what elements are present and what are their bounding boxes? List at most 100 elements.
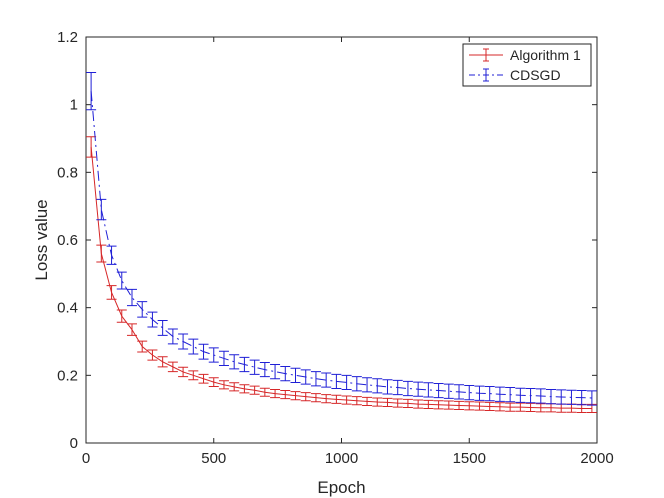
error-bar-algorithm-1 bbox=[86, 136, 97, 158]
legend-error-bar bbox=[483, 68, 489, 82]
error-bar-cdsgd bbox=[116, 271, 127, 290]
error-bar-algorithm-1 bbox=[137, 340, 148, 353]
error-bar-cdsgd bbox=[188, 338, 199, 355]
legend-error-bar bbox=[483, 48, 489, 62]
error-bar-cdsgd bbox=[372, 378, 383, 394]
error-bar-cdsgd bbox=[484, 385, 495, 402]
series-layer bbox=[86, 72, 597, 414]
error-bar-algorithm-1 bbox=[341, 395, 352, 405]
error-bar-cdsgd bbox=[535, 388, 546, 404]
error-bar-cdsgd bbox=[505, 387, 516, 403]
error-bar-cdsgd bbox=[147, 311, 158, 328]
error-bar-cdsgd bbox=[321, 372, 332, 388]
error-bar-cdsgd bbox=[515, 387, 526, 403]
series-line-algorithm-1 bbox=[90, 146, 592, 409]
error-bar-cdsgd bbox=[566, 389, 577, 405]
error-bar-cdsgd bbox=[270, 364, 281, 380]
error-bar-cdsgd bbox=[556, 389, 567, 405]
error-bar-algorithm-1 bbox=[484, 401, 495, 412]
error-bar-cdsgd bbox=[96, 198, 107, 221]
y-tick-label: 0.6 bbox=[57, 232, 78, 249]
error-bar-cdsgd bbox=[576, 390, 587, 406]
series-line-cdsgd bbox=[90, 91, 592, 399]
error-bar-cdsgd bbox=[86, 72, 97, 111]
legend-entry-cdsgd: CDSGD bbox=[469, 67, 561, 83]
legend: Algorithm 1 CDSGD bbox=[462, 43, 592, 87]
error-bar-algorithm-1 bbox=[188, 370, 199, 381]
error-bar-algorithm-1 bbox=[259, 387, 270, 397]
error-bar-algorithm-1 bbox=[157, 356, 168, 368]
error-bar-algorithm-1 bbox=[362, 396, 373, 406]
x-axis-label: Epoch bbox=[317, 478, 365, 497]
error-bar-cdsgd bbox=[454, 384, 465, 400]
x-tick-label: 1000 bbox=[325, 450, 358, 467]
error-bar-cdsgd bbox=[382, 379, 393, 395]
error-bar-algorithm-1 bbox=[290, 391, 301, 401]
legend-label-cdsgd: CDSGD bbox=[510, 67, 561, 83]
legend-label-algorithm-1: Algorithm 1 bbox=[510, 47, 581, 63]
error-bar-algorithm-1 bbox=[270, 389, 281, 399]
error-bar-algorithm-1 bbox=[402, 398, 413, 408]
error-bar-cdsgd bbox=[494, 386, 505, 402]
error-bar-algorithm-1 bbox=[218, 380, 229, 390]
error-bar-cdsgd bbox=[423, 382, 434, 398]
error-bar-algorithm-1 bbox=[280, 390, 291, 400]
error-bar-cdsgd bbox=[546, 389, 557, 405]
error-bar-algorithm-1 bbox=[372, 397, 383, 407]
axes-box bbox=[85, 36, 598, 444]
error-bar-algorithm-1 bbox=[106, 285, 117, 300]
error-bar-cdsgd bbox=[218, 350, 229, 367]
error-bar-algorithm-1 bbox=[249, 385, 260, 395]
error-bar-cdsgd bbox=[249, 359, 260, 375]
error-bar-algorithm-1 bbox=[515, 402, 526, 412]
error-bar-cdsgd bbox=[464, 384, 475, 401]
y-tick-label: 0.4 bbox=[57, 300, 78, 317]
error-bar-cdsgd bbox=[525, 388, 536, 404]
error-bar-algorithm-1 bbox=[310, 393, 321, 403]
y-axis-label: Loss value bbox=[32, 199, 51, 280]
x-tick-label: 2000 bbox=[580, 450, 613, 467]
error-bar-cdsgd bbox=[413, 381, 424, 397]
error-bar-algorithm-1 bbox=[147, 349, 158, 361]
error-bar-algorithm-1 bbox=[116, 309, 127, 323]
error-bar-algorithm-1 bbox=[351, 396, 362, 406]
error-bar-cdsgd bbox=[259, 361, 270, 378]
error-bar-cdsgd bbox=[586, 390, 597, 406]
error-bar-algorithm-1 bbox=[126, 323, 137, 336]
legend-box bbox=[462, 43, 592, 87]
error-bar-algorithm-1 bbox=[208, 377, 219, 387]
error-bar-algorithm-1 bbox=[454, 400, 465, 411]
error-bar-algorithm-1 bbox=[198, 373, 209, 384]
error-bar-cdsgd bbox=[362, 377, 373, 393]
error-bar-algorithm-1 bbox=[392, 398, 403, 408]
error-bar-algorithm-1 bbox=[229, 382, 240, 392]
error-bar-cdsgd bbox=[351, 376, 362, 392]
error-bar-cdsgd bbox=[290, 367, 301, 383]
error-bar-cdsgd bbox=[341, 374, 352, 391]
error-bar-algorithm-1 bbox=[300, 392, 311, 402]
y-tick-label: 0.2 bbox=[57, 367, 78, 384]
error-bar-cdsgd bbox=[300, 369, 311, 385]
error-bar-cdsgd bbox=[474, 385, 485, 401]
error-bar-cdsgd bbox=[157, 320, 168, 336]
y-tick-label: 1 bbox=[70, 97, 78, 114]
error-bar-algorithm-1 bbox=[464, 401, 475, 411]
error-bar-cdsgd bbox=[198, 343, 209, 360]
error-bar-algorithm-1 bbox=[423, 399, 434, 409]
error-bar-cdsgd bbox=[402, 380, 413, 397]
series-cdsgd bbox=[86, 72, 597, 406]
error-bar-cdsgd bbox=[106, 245, 117, 265]
error-bar-cdsgd bbox=[178, 333, 189, 350]
x-tick-label: 1500 bbox=[453, 450, 486, 467]
ticks: 0 500 1000 1500 2000 0 0.2 0.4 0.6 0.8 1 1.2 bbox=[57, 29, 614, 467]
y-tick-label: 0 bbox=[70, 435, 78, 452]
error-bar-algorithm-1 bbox=[178, 366, 189, 378]
error-bar-cdsgd bbox=[229, 354, 240, 370]
error-bar-cdsgd bbox=[167, 328, 178, 345]
y-tick-label: 1.2 bbox=[57, 29, 78, 46]
error-bar-algorithm-1 bbox=[167, 361, 178, 373]
error-bar-cdsgd bbox=[392, 379, 403, 396]
error-bar-algorithm-1 bbox=[239, 384, 250, 394]
legend-sample-algorithm-1 bbox=[469, 48, 503, 62]
series-algorithm-1 bbox=[86, 136, 597, 414]
